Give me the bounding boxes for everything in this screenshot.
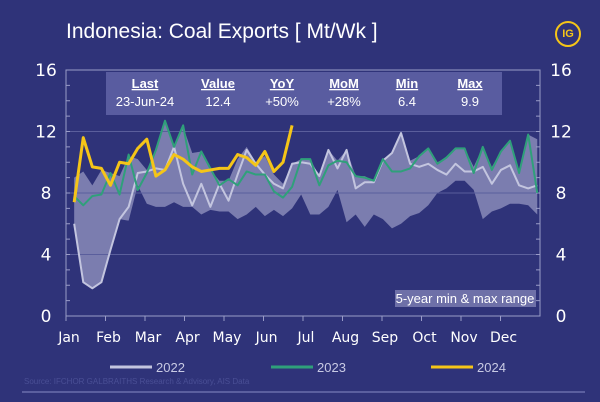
series-2024-line bbox=[72, 124, 294, 203]
y-tick-label-right: 16 bbox=[550, 61, 572, 81]
range-band bbox=[74, 122, 538, 289]
x-tick-label: Aug bbox=[332, 330, 359, 346]
stats-box: Last 23-Jun-24 Value 12.4 YoY +50% MoM +28% Min 6… bbox=[106, 72, 502, 115]
stat-value: 6.4 bbox=[398, 94, 416, 109]
stat-header: Min bbox=[396, 76, 418, 91]
stat-header: YoY bbox=[270, 76, 295, 91]
x-tick-label: Nov bbox=[450, 330, 477, 346]
y-tick-label-left: 12 bbox=[35, 123, 57, 143]
stat-value: 9.9 bbox=[461, 94, 479, 109]
stat-value: +50% bbox=[265, 94, 299, 109]
range-label-box: 5-year min & max range bbox=[395, 290, 536, 307]
source-note: Source: IFCHOR GALBRAITHS Research & Adv… bbox=[24, 377, 250, 386]
stat-header: Last bbox=[132, 76, 159, 91]
y-tick-label-right: 12 bbox=[550, 123, 572, 143]
legend-label-2023: 2023 bbox=[317, 360, 346, 375]
x-tick-label: Oct bbox=[412, 330, 437, 346]
stat-header: Value bbox=[201, 76, 235, 91]
y-tick-label-right: 4 bbox=[556, 246, 567, 266]
x-tick-label: May bbox=[213, 330, 242, 346]
legend-label-2024: 2024 bbox=[477, 360, 506, 375]
legend-label-2022: 2022 bbox=[156, 360, 185, 375]
y-tick-label-right: 8 bbox=[556, 184, 567, 204]
y-tick-label-left: 0 bbox=[41, 307, 52, 327]
stat-value: 12.4 bbox=[205, 94, 230, 109]
ig-logo: IG bbox=[555, 21, 581, 47]
stat-header: Max bbox=[457, 76, 483, 91]
y-tick-label-left: 4 bbox=[41, 246, 52, 266]
x-tick-label: Feb bbox=[96, 330, 121, 346]
range-label: 5-year min & max range bbox=[396, 291, 535, 306]
x-tick-label: Mar bbox=[135, 330, 162, 346]
stat-header: MoM bbox=[329, 76, 359, 91]
y-tick-label-left: 16 bbox=[35, 61, 57, 81]
x-tick-label: Dec bbox=[490, 330, 517, 346]
x-tick-label: Jun bbox=[255, 330, 278, 346]
y-tick-label-left: 8 bbox=[41, 184, 52, 204]
chart-title: Indonesia: Coal Exports [ Mt/Wk ] bbox=[66, 20, 378, 43]
y-tick-label-right: 0 bbox=[556, 307, 567, 327]
x-tick-label: Sep bbox=[372, 330, 399, 346]
series-2022-line bbox=[73, 132, 538, 290]
x-tick-label: Apr bbox=[175, 330, 199, 346]
stat-value: +28% bbox=[327, 94, 361, 109]
x-tick-label: Jul bbox=[297, 330, 315, 346]
x-tick-label: Jan bbox=[57, 330, 80, 346]
stat-value: 23-Jun-24 bbox=[116, 94, 175, 109]
